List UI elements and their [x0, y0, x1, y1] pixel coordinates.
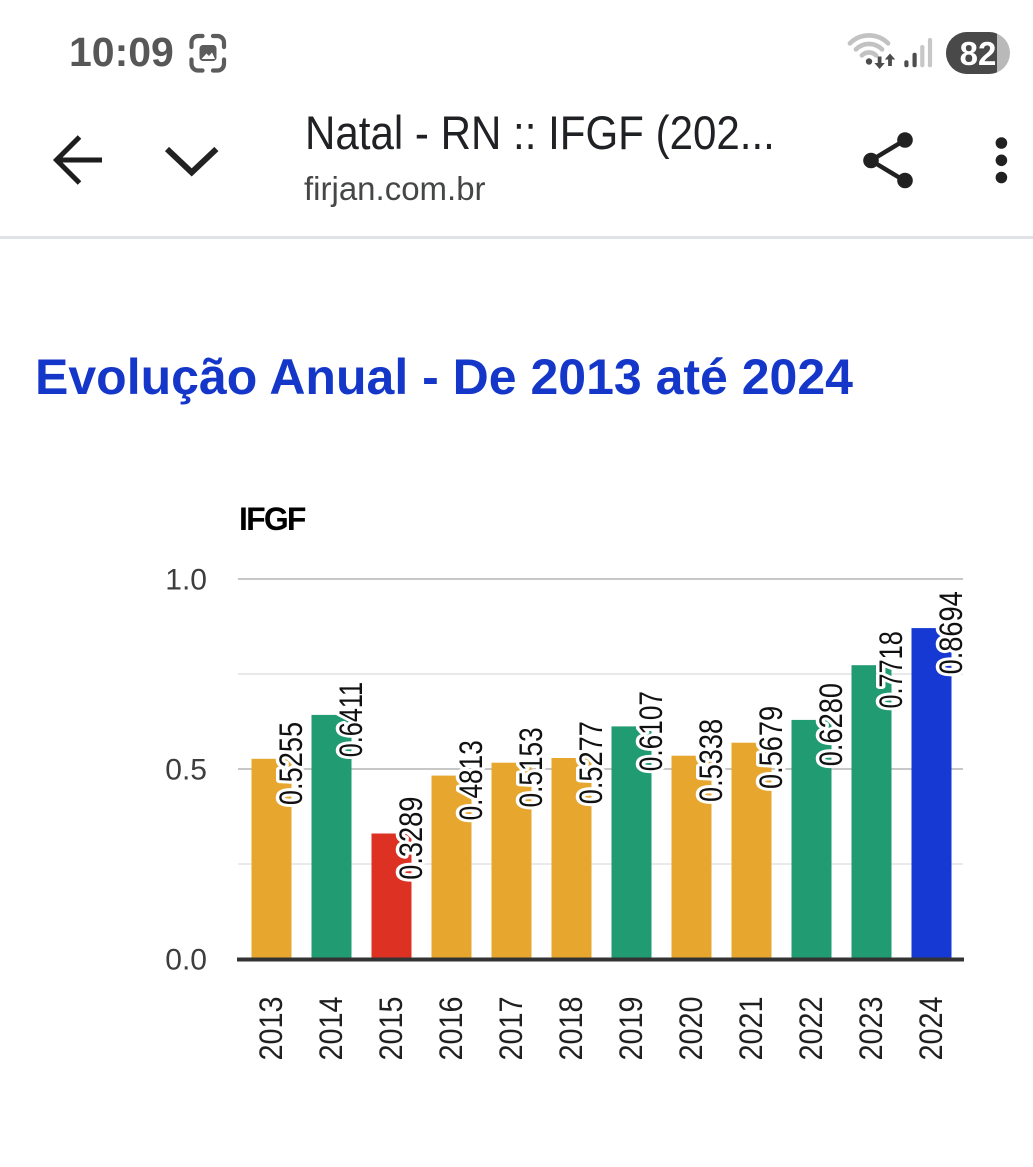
- svg-text:2021: 2021: [734, 996, 770, 1060]
- svg-text:0.7718: 0.7718: [874, 631, 910, 708]
- svg-text:0.4813: 0.4813: [455, 740, 490, 820]
- svg-text:IFGF: IFGF: [239, 501, 306, 537]
- svg-text:2014: 2014: [314, 996, 350, 1060]
- svg-text:2022: 2022: [794, 996, 830, 1060]
- svg-text:0.5255: 0.5255: [274, 722, 310, 805]
- svg-text:0.0: 0.0: [165, 944, 207, 977]
- svg-text:0.8694: 0.8694: [934, 591, 970, 674]
- svg-text:2018: 2018: [554, 996, 590, 1060]
- svg-text:2020: 2020: [674, 996, 710, 1060]
- svg-text:0.5153: 0.5153: [515, 727, 550, 807]
- svg-text:0.6107: 0.6107: [635, 691, 670, 771]
- svg-text:0.5679: 0.5679: [754, 706, 790, 789]
- svg-text:0.5277: 0.5277: [574, 721, 610, 804]
- svg-text:2024: 2024: [914, 996, 950, 1060]
- svg-text:2019: 2019: [614, 996, 650, 1060]
- svg-text:0.3289: 0.3289: [394, 797, 430, 880]
- svg-text:2015: 2015: [374, 996, 410, 1060]
- svg-text:0.6411: 0.6411: [334, 682, 370, 757]
- svg-text:2017: 2017: [494, 996, 530, 1060]
- svg-text:2013: 2013: [254, 996, 290, 1060]
- svg-text:0.5338: 0.5338: [694, 719, 730, 802]
- svg-text:0.6280: 0.6280: [814, 683, 850, 766]
- svg-text:2016: 2016: [434, 996, 470, 1060]
- svg-text:0.5: 0.5: [165, 754, 207, 787]
- svg-text:2023: 2023: [854, 996, 890, 1060]
- svg-text:1.0: 1.0: [165, 564, 207, 597]
